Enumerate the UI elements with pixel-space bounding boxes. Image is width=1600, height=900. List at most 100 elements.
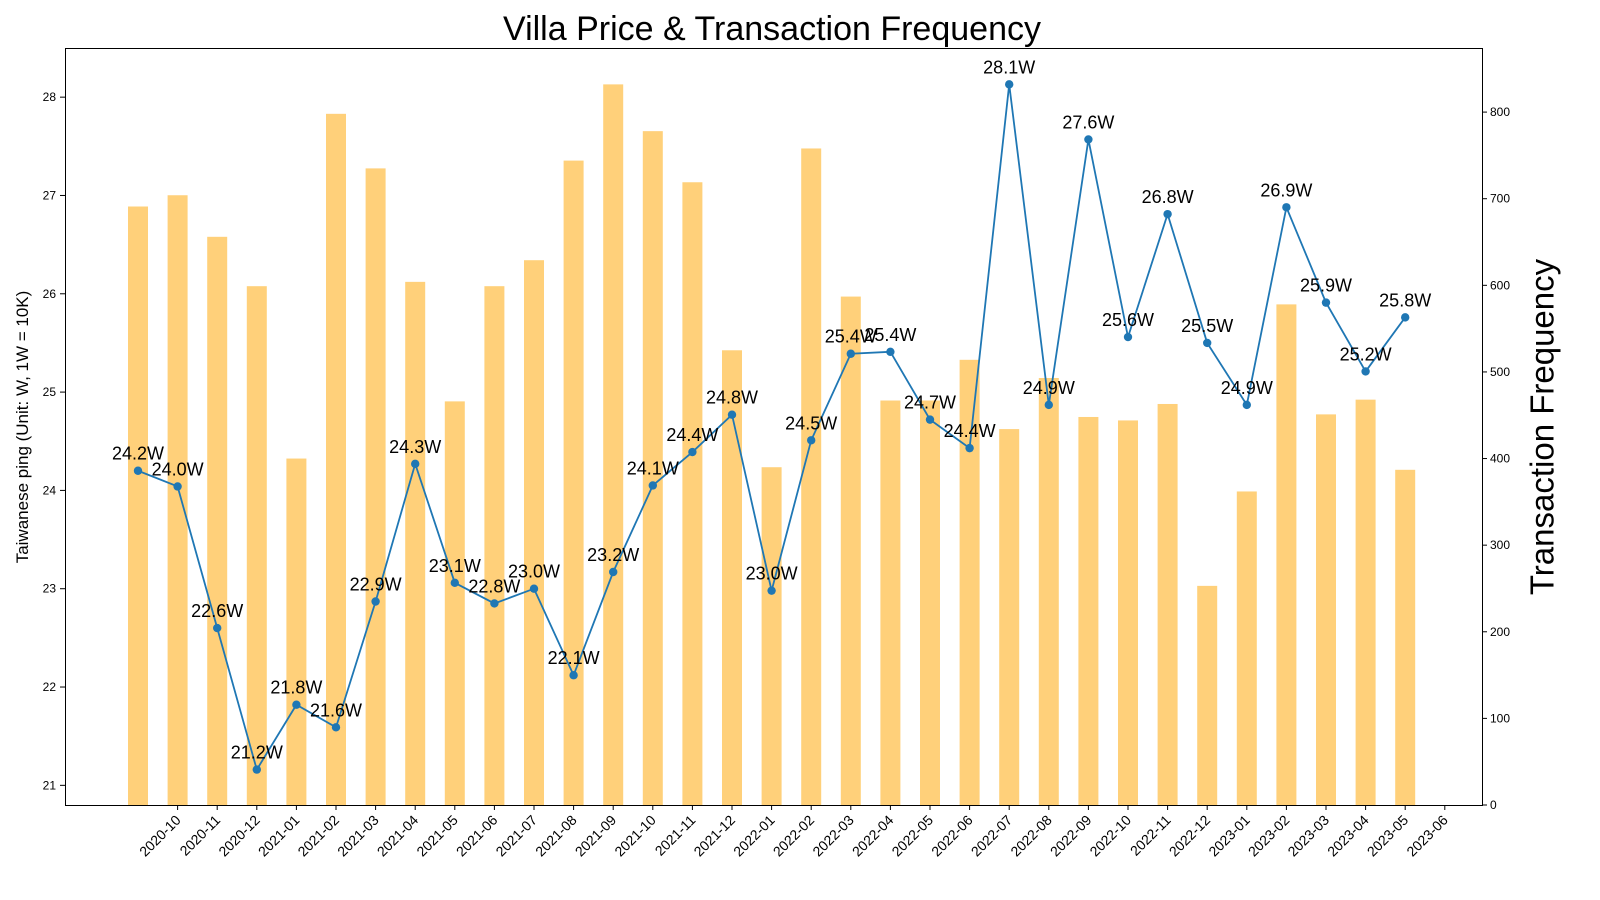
data-label: 25.5W (1181, 316, 1233, 336)
x-axis: 2020-102020-112020-122021-012021-022021-… (136, 805, 1451, 859)
x-tick-label: 2023-01 (1205, 812, 1253, 860)
right-tick-label: 100 (1490, 711, 1510, 725)
bar (1276, 304, 1297, 805)
data-label: 24.9W (1023, 378, 1075, 398)
bar (444, 401, 465, 805)
bar (207, 236, 228, 805)
bar (1038, 377, 1059, 805)
data-point (1401, 313, 1410, 322)
left-tick-label: 26 (43, 287, 57, 301)
bar (326, 113, 346, 805)
data-label: 26.8W (1142, 187, 1194, 207)
x-tick-label: 2021-10 (611, 812, 659, 860)
data-label: 26.9W (1260, 180, 1312, 200)
bar (1316, 414, 1336, 805)
bar (1197, 585, 1218, 805)
data-point (411, 459, 420, 469)
data-point (886, 347, 895, 356)
x-tick-label: 2022-12 (1166, 812, 1214, 860)
left-tick-label: 25 (43, 385, 57, 399)
data-point (727, 410, 737, 419)
bar (840, 296, 861, 805)
bar (880, 400, 901, 805)
x-tick-label: 2021-07 (492, 812, 540, 860)
data-point (846, 349, 855, 358)
right-tick-label: 300 (1490, 538, 1510, 552)
data-point (450, 578, 459, 588)
x-tick-label: 2022-03 (809, 812, 857, 860)
x-tick-label: 2022-09 (1047, 812, 1095, 860)
data-label: 23.0W (508, 562, 560, 582)
data-point (1044, 400, 1054, 410)
bar (1118, 420, 1138, 805)
x-tick-label: 2022-06 (928, 812, 976, 860)
x-tick-label: 2021-09 (572, 812, 620, 860)
bar (959, 359, 980, 805)
bar (999, 429, 1020, 805)
data-label: 24.4W (666, 425, 718, 445)
data-label: 24.5W (785, 413, 837, 433)
data-label: 24.7W (904, 393, 956, 413)
x-tick-label: 2021-05 (413, 812, 461, 860)
x-tick-label: 2021-11 (652, 812, 699, 859)
right-tick-label: 500 (1490, 365, 1510, 379)
bar (642, 131, 663, 805)
x-tick-label: 2021-12 (690, 812, 738, 860)
data-point (173, 482, 182, 491)
plot-frame (65, 48, 1483, 806)
data-label: 24.1W (627, 458, 679, 478)
x-tick-label: 2023-04 (1324, 812, 1372, 860)
bar (1395, 469, 1416, 805)
bar (761, 467, 782, 805)
x-tick-label: 2020-12 (215, 812, 263, 860)
bar (603, 84, 624, 806)
x-tick-label: 2020-11 (176, 812, 223, 859)
data-label: 22.9W (350, 574, 402, 594)
data-label: 28.1W (983, 57, 1035, 77)
data-point (1123, 332, 1133, 342)
x-tick-label: 2022-07 (968, 812, 1016, 860)
chart-title: Villa Price & Transaction Frequency (503, 10, 1041, 48)
data-label: 21.8W (270, 678, 322, 698)
left-tick-label: 27 (43, 188, 57, 202)
data-label: 22.1W (548, 648, 600, 668)
x-tick-label: 2023-03 (1284, 812, 1332, 860)
data-label: 24.3W (389, 437, 441, 457)
x-tick-label: 2023-05 (1364, 812, 1412, 860)
left-tick-label: 22 (43, 680, 57, 694)
data-label: 24.8W (706, 388, 758, 408)
x-tick-label: 2022-10 (1086, 812, 1134, 860)
x-tick-label: 2022-02 (770, 812, 818, 860)
bar (563, 160, 584, 805)
x-tick-label: 2022-05 (888, 812, 936, 860)
x-tick-label: 2023-06 (1403, 812, 1451, 860)
bar (801, 148, 822, 806)
right-tick-label: 200 (1490, 625, 1510, 639)
data-point (965, 443, 974, 453)
x-tick-label: 2021-04 (374, 812, 422, 860)
data-label: 25.4W (825, 327, 877, 347)
x-tick-label: 2022-08 (1007, 812, 1055, 860)
data-point (1163, 209, 1172, 219)
right-tick-label: 400 (1490, 452, 1510, 466)
bar (524, 260, 544, 805)
data-label: 25.9W (1300, 276, 1352, 296)
data-point (807, 436, 816, 445)
x-tick-label: 2022-01 (730, 812, 778, 860)
data-point (1203, 338, 1212, 348)
data-label: 25.4W (864, 325, 916, 345)
data-point (529, 584, 539, 593)
right-tick-label: 600 (1490, 278, 1510, 292)
x-tick-label: 2021-08 (532, 812, 580, 860)
data-point (213, 623, 222, 633)
data-label: 24.9W (1221, 378, 1273, 398)
data-point (1242, 400, 1252, 410)
left-axis-label: Taiwanese ping (Unit: W, 1W = 10K) (13, 291, 32, 564)
bar (1157, 403, 1178, 805)
data-point (331, 723, 341, 732)
bar (920, 400, 940, 805)
data-label: 25.8W (1379, 290, 1431, 310)
data-point (133, 466, 143, 475)
